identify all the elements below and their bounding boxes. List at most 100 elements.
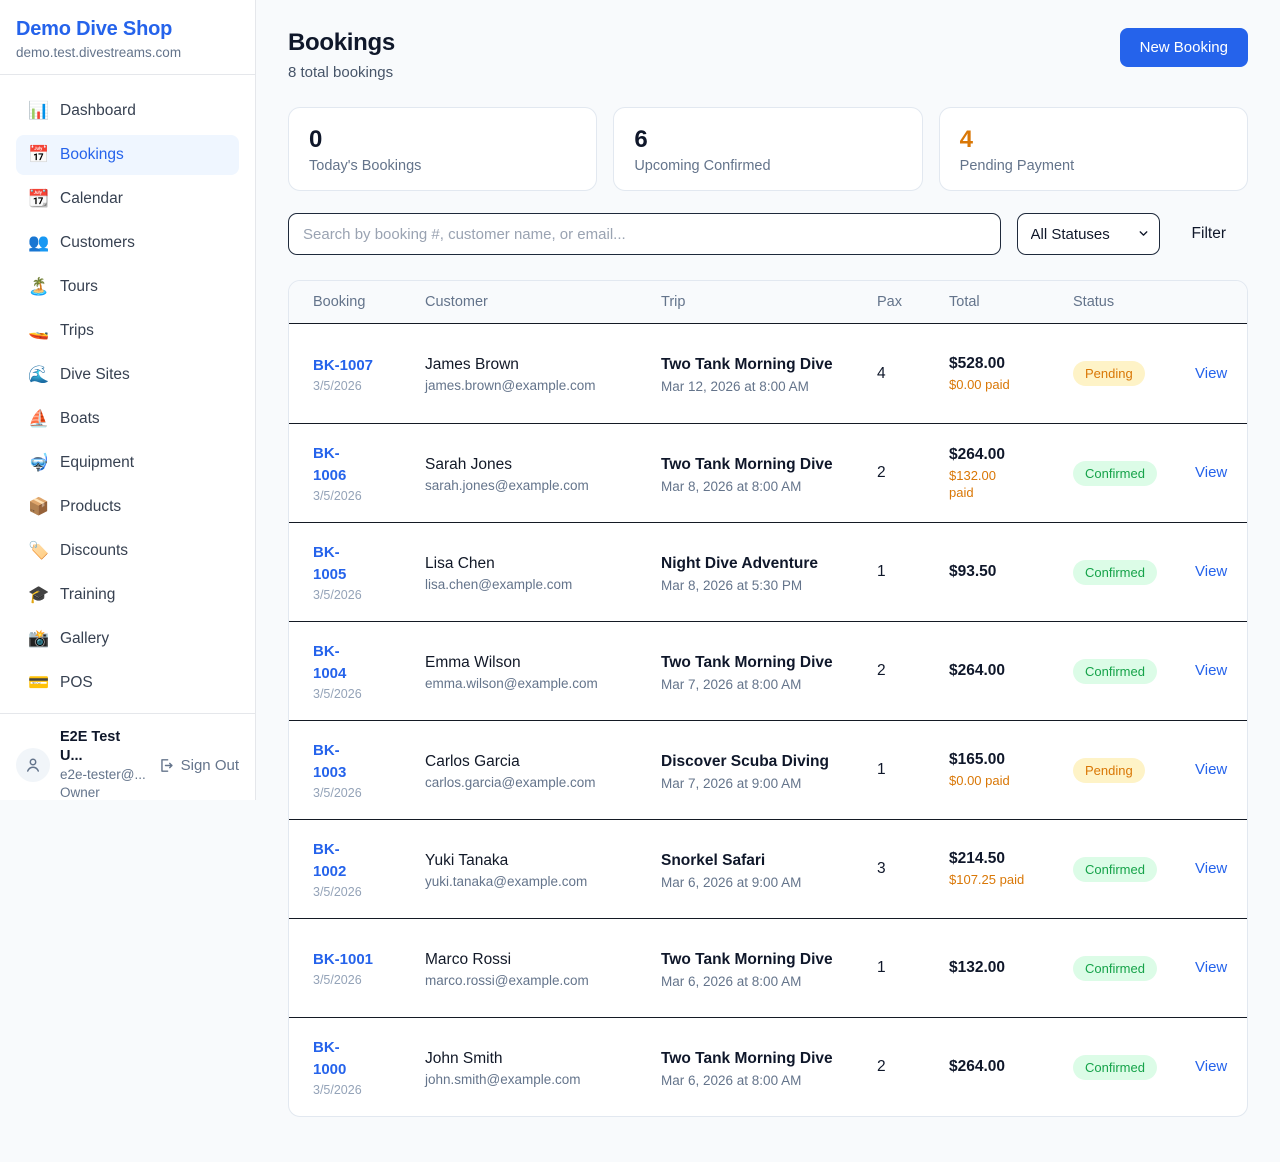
sidebar-item-label: Equipment [60, 454, 135, 471]
actions-cell: View [1195, 662, 1227, 680]
people-icon: 👥 [28, 233, 50, 252]
table-row: BK- 1000 3/5/2026 John Smith john.smith@… [289, 1017, 1247, 1116]
customer-cell: John Smith john.smith@example.com [425, 1048, 661, 1087]
total-cell: $528.00 $0.00 paid [949, 355, 1073, 393]
sidebar-item-tours[interactable]: 🏝️ Tours [16, 267, 239, 307]
booking-date: 3/5/2026 [313, 489, 362, 503]
trip-time: Mar 7, 2026 at 9:00 AM [661, 775, 802, 791]
view-link[interactable]: View [1195, 364, 1228, 382]
view-link[interactable]: View [1195, 761, 1228, 778]
view-link[interactable]: View [1195, 860, 1228, 877]
sidebar: Demo Dive Shop demo.test.divestreams.com… [0, 0, 256, 800]
package-icon: 📦 [28, 497, 50, 516]
sidebar-item-trips[interactable]: 🚤 Trips [16, 311, 239, 351]
view-link[interactable]: View [1195, 959, 1228, 976]
view-link[interactable]: View [1195, 464, 1228, 481]
sidebar-item-label: Discounts [60, 542, 129, 559]
page-title: Bookings [288, 29, 395, 56]
sidebar-item-equipment[interactable]: 🤿 Equipment [16, 443, 239, 483]
sidebar-item-calendar[interactable]: 📆 Calendar [16, 179, 239, 219]
sidebar-item-label: Gallery [60, 630, 110, 647]
sidebar-item-label: Bookings [60, 146, 124, 163]
sidebar-item-dive-sites[interactable]: 🌊 Dive Sites [16, 355, 239, 395]
booking-cell: BK- 1006 3/5/2026 [313, 443, 425, 503]
sidebar-nav: 📊 Dashboard 📅 Bookings 📆 Calendar 👥 Cust… [0, 75, 255, 713]
sidebar-item-label: Trips [60, 322, 94, 339]
speedboat-icon: 🚤 [28, 321, 50, 340]
column-header-status: Status [1073, 294, 1115, 310]
tear-off-calendar-icon: 📆 [28, 189, 50, 208]
stat-value: 4 [959, 126, 974, 153]
booking-id-link[interactable]: BK- 1002 [313, 841, 347, 880]
sign-out-label: Sign Out [180, 756, 239, 774]
pax-count: 3 [877, 860, 886, 877]
total-amount: $93.50 [949, 563, 997, 580]
view-link[interactable]: View [1195, 563, 1228, 580]
status-badge: Confirmed [1073, 658, 1157, 684]
main-content: Bookings 8 total bookings New Booking 0 … [256, 0, 1280, 1151]
customer-email: john.smith@example.com [425, 1071, 581, 1087]
total-cell: $165.00 $0.00 paid [949, 751, 1073, 789]
new-booking-button[interactable]: New Booking [1119, 28, 1248, 67]
status-cell: Pending [1073, 757, 1195, 783]
customer-name: James Brown [425, 356, 519, 373]
sidebar-item-pos[interactable]: 💳 POS [16, 663, 239, 703]
sidebar-item-boats[interactable]: ⛵ Boats [16, 399, 239, 439]
paid-amount: $0.00 paid [949, 773, 1010, 788]
island-icon: 🏝️ [28, 277, 50, 296]
view-link[interactable]: View [1195, 1058, 1228, 1075]
status-badge: Pending [1073, 361, 1145, 386]
sidebar-item-dashboard[interactable]: 📊 Dashboard [16, 91, 239, 131]
booking-cell: BK-1007 3/5/2026 [313, 355, 425, 393]
search-input[interactable] [288, 213, 1001, 255]
table-row: BK-1007 3/5/2026 James Brown james.brown… [289, 324, 1247, 423]
actions-cell: View [1195, 365, 1227, 383]
page-header: Bookings 8 total bookings New Booking [288, 28, 1248, 81]
booking-id-link[interactable]: BK-1001 [313, 951, 374, 968]
booking-id-link[interactable]: BK- 1000 [313, 1039, 347, 1078]
sign-out-button[interactable]: Sign Out [157, 757, 239, 774]
status-cell: Confirmed [1073, 1054, 1195, 1080]
status-filter-select[interactable]: All Statuses [1016, 213, 1160, 255]
sidebar-item-discounts[interactable]: 🏷️ Discounts [16, 531, 239, 571]
column-header-trip: Trip [661, 294, 686, 310]
sidebar-item-training[interactable]: 🎓 Training [16, 575, 239, 615]
trip-time: Mar 7, 2026 at 8:00 AM [661, 676, 802, 692]
booking-cell: BK- 1005 3/5/2026 [313, 542, 425, 602]
booking-id-link[interactable]: BK- 1004 [313, 643, 347, 682]
filter-button[interactable]: Filter [1191, 225, 1226, 242]
customer-cell: Yuki Tanaka yuki.tanaka@example.com [425, 850, 661, 889]
booking-id-link[interactable]: BK- 1006 [313, 445, 347, 484]
trip-time: Mar 8, 2026 at 5:30 PM [661, 577, 803, 593]
wave-icon: 🌊 [28, 365, 50, 384]
customer-cell: Emma Wilson emma.wilson@example.com [425, 652, 661, 691]
customer-cell: Sarah Jones sarah.jones@example.com [425, 454, 661, 493]
column-header-pax: Pax [877, 294, 902, 310]
sidebar-item-label: Dive Sites [60, 366, 130, 383]
camera-icon: 📸 [28, 629, 50, 648]
actions-cell: View [1195, 563, 1227, 581]
booking-id-link[interactable]: BK- 1005 [313, 544, 347, 583]
sidebar-item-products[interactable]: 📦 Products [16, 487, 239, 527]
booking-date: 3/5/2026 [313, 687, 362, 701]
booking-id-link[interactable]: BK-1007 [313, 356, 374, 374]
stat-label: Today's Bookings [309, 158, 422, 174]
trip-time: Mar 6, 2026 at 8:00 AM [661, 1072, 802, 1088]
total-amount: $132.00 [949, 959, 1006, 976]
trip-time: Mar 6, 2026 at 9:00 AM [661, 874, 802, 890]
trip-name: Two Tank Morning Dive [661, 1049, 833, 1067]
sidebar-item-label: Tours [60, 278, 98, 295]
sidebar-item-customers[interactable]: 👥 Customers [16, 223, 239, 263]
status-cell: Pending [1073, 361, 1195, 386]
booking-id-link[interactable]: BK- 1003 [313, 742, 347, 781]
total-amount: $214.50 [949, 850, 1006, 867]
sidebar-item-bookings[interactable]: 📅 Bookings [16, 135, 239, 175]
customer-email: emma.wilson@example.com [425, 675, 598, 691]
view-link[interactable]: View [1195, 662, 1228, 679]
user-block: E2E Test U... e2e-tester@... Owner Sign … [0, 713, 255, 800]
sidebar-item-gallery[interactable]: 📸 Gallery [16, 619, 239, 659]
customer-name: Emma Wilson [425, 653, 521, 671]
actions-cell: View [1195, 860, 1227, 878]
actions-cell: View [1195, 761, 1227, 779]
table-row: BK-1001 3/5/2026 Marco Rossi marco.rossi… [289, 918, 1247, 1017]
